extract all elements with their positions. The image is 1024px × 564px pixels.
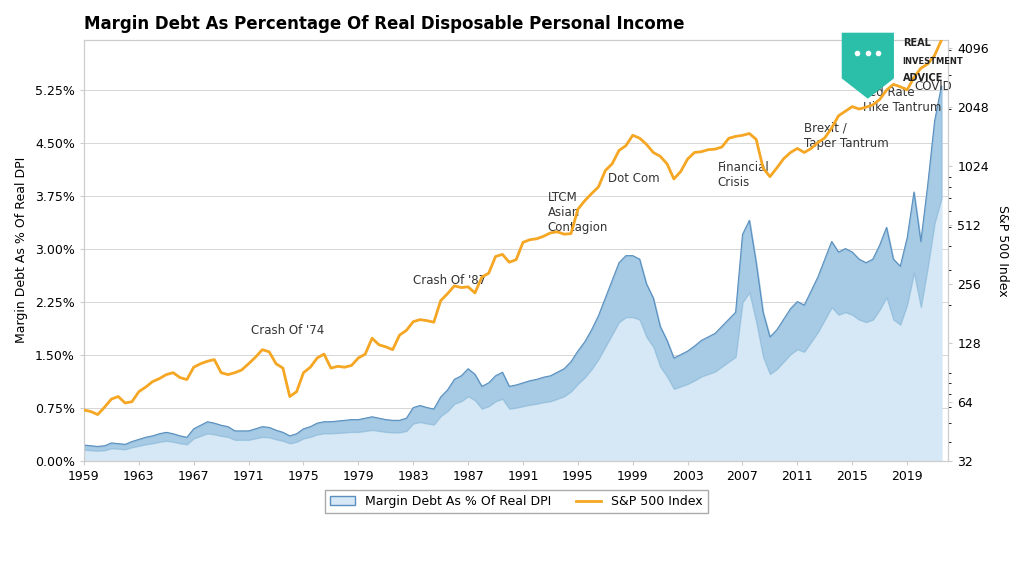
Text: Margin Debt As Percentage Of Real Disposable Personal Income: Margin Debt As Percentage Of Real Dispos…: [84, 15, 684, 33]
Text: COVID: COVID: [914, 80, 951, 93]
Text: Brexit /
Taper Tantrum: Brexit / Taper Tantrum: [804, 122, 889, 149]
Text: Fed Rate
Hike Tantrum: Fed Rate Hike Tantrum: [863, 86, 942, 114]
Text: REAL: REAL: [903, 38, 931, 48]
Y-axis label: Margin Debt As % Of Real DPI: Margin Debt As % Of Real DPI: [15, 157, 28, 343]
Text: Financial
Crisis: Financial Crisis: [718, 161, 770, 188]
Text: Crash Of '74: Crash Of '74: [251, 324, 325, 337]
Text: ADVICE: ADVICE: [903, 73, 943, 83]
Y-axis label: S&P 500 Index: S&P 500 Index: [996, 205, 1009, 296]
Text: Crash Of '87: Crash Of '87: [414, 275, 486, 288]
Legend: Margin Debt As % Of Real DPI, S&P 500 Index: Margin Debt As % Of Real DPI, S&P 500 In…: [325, 490, 708, 513]
Text: INVESTMENT: INVESTMENT: [903, 56, 964, 65]
Polygon shape: [842, 33, 894, 99]
Text: Dot Com: Dot Com: [608, 172, 659, 185]
Text: LTCM
Asian
Contagion: LTCM Asian Contagion: [548, 191, 608, 235]
